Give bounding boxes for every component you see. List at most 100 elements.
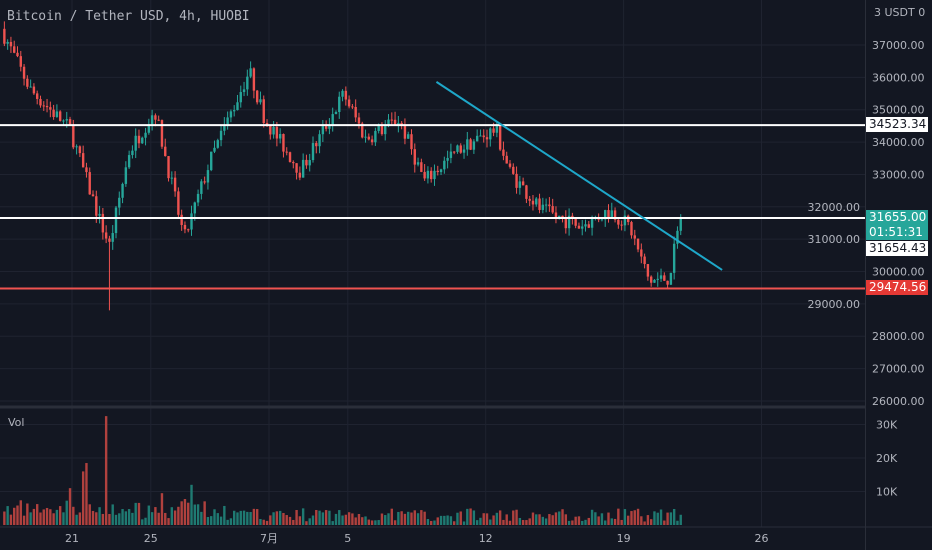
candle-body [420, 162, 423, 172]
volume-bar [384, 515, 387, 525]
candle-body [311, 143, 315, 161]
candle-body [236, 102, 239, 111]
volume-bar [288, 516, 292, 525]
candle-body [364, 136, 367, 138]
volume-bar [262, 519, 265, 525]
volume-bar [49, 509, 52, 525]
candle-body [252, 68, 256, 91]
candle-body [423, 171, 426, 179]
candle-body [16, 52, 19, 57]
volume-bar [528, 518, 531, 525]
candle-body [590, 217, 594, 228]
volume-bar [88, 504, 91, 525]
time-tick: 7月 [260, 532, 278, 545]
candle-body [213, 147, 216, 152]
volume-bar [600, 513, 604, 525]
candle-body [272, 126, 275, 135]
volume-bar [659, 509, 663, 525]
candle-body [351, 106, 354, 108]
candle-body [610, 210, 613, 218]
volume-bar [150, 512, 154, 525]
volume-bar [403, 513, 407, 525]
candle-body [518, 181, 522, 188]
price-tick: 28000.00 [872, 330, 925, 343]
candle-body [239, 92, 242, 103]
volume-bar [564, 514, 568, 525]
volume-bar [91, 510, 95, 525]
candle-body [164, 146, 167, 157]
candle-body [653, 279, 656, 283]
volume-bar [58, 506, 62, 525]
candle-body [505, 155, 508, 164]
volume-bar [22, 515, 26, 525]
candle-body [35, 93, 39, 99]
candle-body [187, 229, 190, 231]
volume-bar [19, 500, 22, 525]
volume-bar [167, 518, 170, 525]
volume-bar [584, 519, 587, 525]
candle-body [305, 159, 308, 166]
candle-body [617, 219, 620, 225]
candle-body [607, 210, 610, 218]
candle-body [384, 126, 387, 135]
candle-body [561, 215, 564, 218]
volume-bar [301, 508, 305, 525]
volume-bar [177, 506, 180, 525]
volume-bar [35, 504, 39, 525]
candle-body [469, 139, 472, 150]
volume-bar [81, 471, 85, 525]
volume-bar [561, 509, 564, 525]
volume-bar [590, 509, 594, 525]
candle-body [544, 204, 548, 206]
volume-bar [324, 510, 328, 525]
candle-body [29, 86, 32, 88]
volume-bar [246, 511, 249, 525]
candle-body [538, 198, 541, 210]
volume-bar [361, 517, 364, 525]
volume-bar [364, 516, 367, 525]
volume-bar [229, 518, 233, 525]
candle-body [121, 183, 124, 198]
volume-bar [489, 519, 492, 525]
volume-bar [416, 513, 420, 525]
candle-body [160, 120, 164, 147]
candle-body [495, 125, 499, 133]
candle-body [98, 213, 101, 216]
volume-bar [594, 512, 597, 525]
candle-body [75, 146, 78, 148]
candle-body [377, 125, 380, 131]
volume-bar [127, 509, 131, 525]
volume-bar [541, 516, 545, 525]
time-tick: 5 [344, 532, 351, 545]
volume-bar [219, 516, 223, 525]
volume-bar [164, 512, 167, 525]
candle-body [407, 134, 410, 139]
volume-bar [13, 507, 16, 525]
candle-body [249, 68, 252, 77]
trendline [435, 81, 723, 271]
volume-bar [380, 513, 384, 525]
volume-bar [554, 512, 558, 525]
candle-body [147, 124, 151, 133]
volume-bar [459, 511, 462, 525]
candle-body [429, 170, 433, 180]
volume-bar [544, 518, 548, 525]
candle-body [45, 105, 49, 108]
volume-bar [131, 512, 134, 525]
candle-body [298, 172, 302, 178]
price-tick: 26000.00 [872, 395, 925, 408]
crosshair-price-label: 31654.43 [866, 241, 928, 256]
volume-tick: 10K [876, 486, 898, 499]
candle-body [479, 135, 482, 137]
candle-body [623, 215, 627, 226]
candle-body [3, 28, 6, 44]
volume-bar [216, 513, 219, 525]
volume-bar [558, 511, 561, 525]
volume-bar [508, 520, 512, 525]
candle-body [49, 107, 52, 110]
volume-bar [492, 515, 495, 525]
volume-bar [236, 512, 239, 525]
candle-body [141, 137, 144, 144]
